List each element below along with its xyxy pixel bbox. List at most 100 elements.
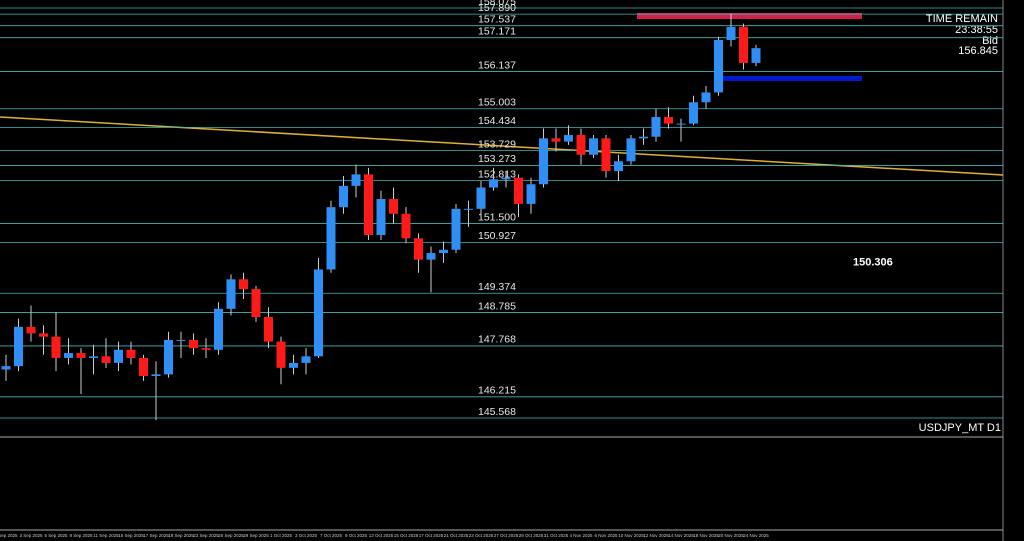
x-tick-label: 27 Oct 2025 xyxy=(494,533,519,538)
candle-body xyxy=(77,353,86,358)
candle-body xyxy=(227,279,236,309)
x-tick-label: 5 Sep 2025 xyxy=(44,533,68,538)
background xyxy=(0,0,1024,541)
candle-body xyxy=(139,358,148,376)
candle-body xyxy=(552,138,561,141)
candle-body xyxy=(377,199,386,235)
symbol-label: USDJPY_MT D1 xyxy=(919,422,1001,434)
candle-body xyxy=(752,48,761,63)
level-label: 150.927 xyxy=(478,230,516,242)
level-label: 157.890 xyxy=(478,2,516,14)
x-tick-label: 23 Sep 2025 xyxy=(193,533,219,538)
level-label: 154.434 xyxy=(478,115,516,127)
level-label: 151.500 xyxy=(478,211,516,223)
x-tick-label: 18 Nov 2025 xyxy=(693,533,719,538)
candle-body xyxy=(702,92,711,102)
candle-body xyxy=(14,327,23,366)
candle-body xyxy=(589,138,598,154)
candle-body xyxy=(439,250,448,253)
x-tick-label: 31 Oct 2025 xyxy=(544,533,569,538)
candle-body xyxy=(727,27,736,40)
candle-body xyxy=(539,138,548,184)
candle-body xyxy=(564,135,573,142)
chart: TIME REMAIN 23:38:55 Bid 156.845 USDJPY_… xyxy=(0,0,1024,541)
candle-body xyxy=(577,135,586,155)
x-tick-label: 20 Nov 2025 xyxy=(718,533,744,538)
x-tick-label: 25 Sep 2025 xyxy=(218,533,244,538)
candle-body xyxy=(152,374,161,376)
candle-body xyxy=(677,124,686,125)
candle-body xyxy=(427,253,436,260)
level-label: 157.171 xyxy=(478,25,516,37)
marker-price: 150.306 xyxy=(853,257,893,269)
candle-body xyxy=(177,340,186,341)
candle-body xyxy=(127,350,136,358)
x-tick-label: 12 Nov 2025 xyxy=(643,533,669,538)
candle-body xyxy=(302,356,311,363)
level-label: 153.273 xyxy=(478,153,516,165)
level-label: 148.785 xyxy=(478,300,516,312)
level-label: 156.137 xyxy=(478,59,516,71)
x-tick-label: 24 Nov 2025 xyxy=(743,533,769,538)
candle-body xyxy=(689,102,698,123)
candle-body xyxy=(414,238,423,259)
x-tick-label: 10 Nov 2025 xyxy=(618,533,644,538)
level-label: 153.729 xyxy=(478,138,516,150)
x-tick-label: 15 Sep 2025 xyxy=(118,533,144,538)
candle-body xyxy=(389,199,398,214)
bid-value: 156.845 xyxy=(958,45,998,57)
level-label: 146.215 xyxy=(478,385,516,397)
candle-body xyxy=(502,178,511,180)
candle-body xyxy=(89,356,98,358)
level-label: 157.537 xyxy=(478,13,516,25)
candle-body xyxy=(602,138,611,171)
candle-body xyxy=(664,117,673,124)
candle-body xyxy=(714,40,723,92)
x-tick-label: 17 Oct 2025 xyxy=(419,533,444,538)
x-tick-label: 9 Sep 2025 xyxy=(69,533,93,538)
candle-body xyxy=(639,137,648,139)
candle-body xyxy=(314,269,323,356)
candle-body xyxy=(327,207,336,269)
x-tick-label: 1 Oct 2025 xyxy=(270,533,293,538)
level-label: 149.374 xyxy=(478,281,516,293)
x-tick-label: 11 Sep 2025 xyxy=(93,533,119,538)
candle-body xyxy=(27,327,36,334)
x-tick-label: 14 Nov 2025 xyxy=(668,533,694,538)
x-tick-label: 3 Sep 2025 xyxy=(19,533,43,538)
x-tick-label: 23 Oct 2025 xyxy=(469,533,494,538)
candle-body xyxy=(277,342,286,368)
x-tick-label: 4 Nov 2025 xyxy=(569,533,593,538)
candle-body xyxy=(339,186,348,207)
candle-body xyxy=(402,214,411,239)
candle-body xyxy=(264,317,273,342)
x-tick-label: 29 Sep 2025 xyxy=(243,533,269,538)
candle-body xyxy=(614,161,623,171)
bid-zone xyxy=(720,76,862,81)
candle-body xyxy=(252,289,261,317)
x-tick-label: 19 Sep 2025 xyxy=(168,533,194,538)
page: {"chart_data": {"type": "candlestick", "… xyxy=(0,0,1024,541)
candle-body xyxy=(477,188,486,209)
candle-body xyxy=(739,27,748,63)
candle-body xyxy=(527,184,536,204)
candle-body xyxy=(652,117,661,137)
candle-body xyxy=(102,356,111,363)
x-tick-label: 1 Sep 2025 xyxy=(0,533,18,538)
candle-body xyxy=(514,178,523,204)
candle-body xyxy=(627,138,636,161)
candle-body xyxy=(289,363,298,368)
candle-body xyxy=(52,337,61,358)
candle-body xyxy=(239,279,248,289)
candle-body xyxy=(2,366,11,369)
x-tick-label: 7 Oct 2025 xyxy=(320,533,343,538)
candle-body xyxy=(214,309,223,350)
level-label: 145.568 xyxy=(478,406,516,418)
x-tick-label: 21 Oct 2025 xyxy=(444,533,469,538)
level-label: 147.768 xyxy=(478,334,516,346)
candle-body xyxy=(114,350,123,363)
candle-body xyxy=(452,209,461,250)
candle-body xyxy=(164,340,173,374)
candle-body xyxy=(39,333,48,336)
candle-body xyxy=(64,353,73,358)
